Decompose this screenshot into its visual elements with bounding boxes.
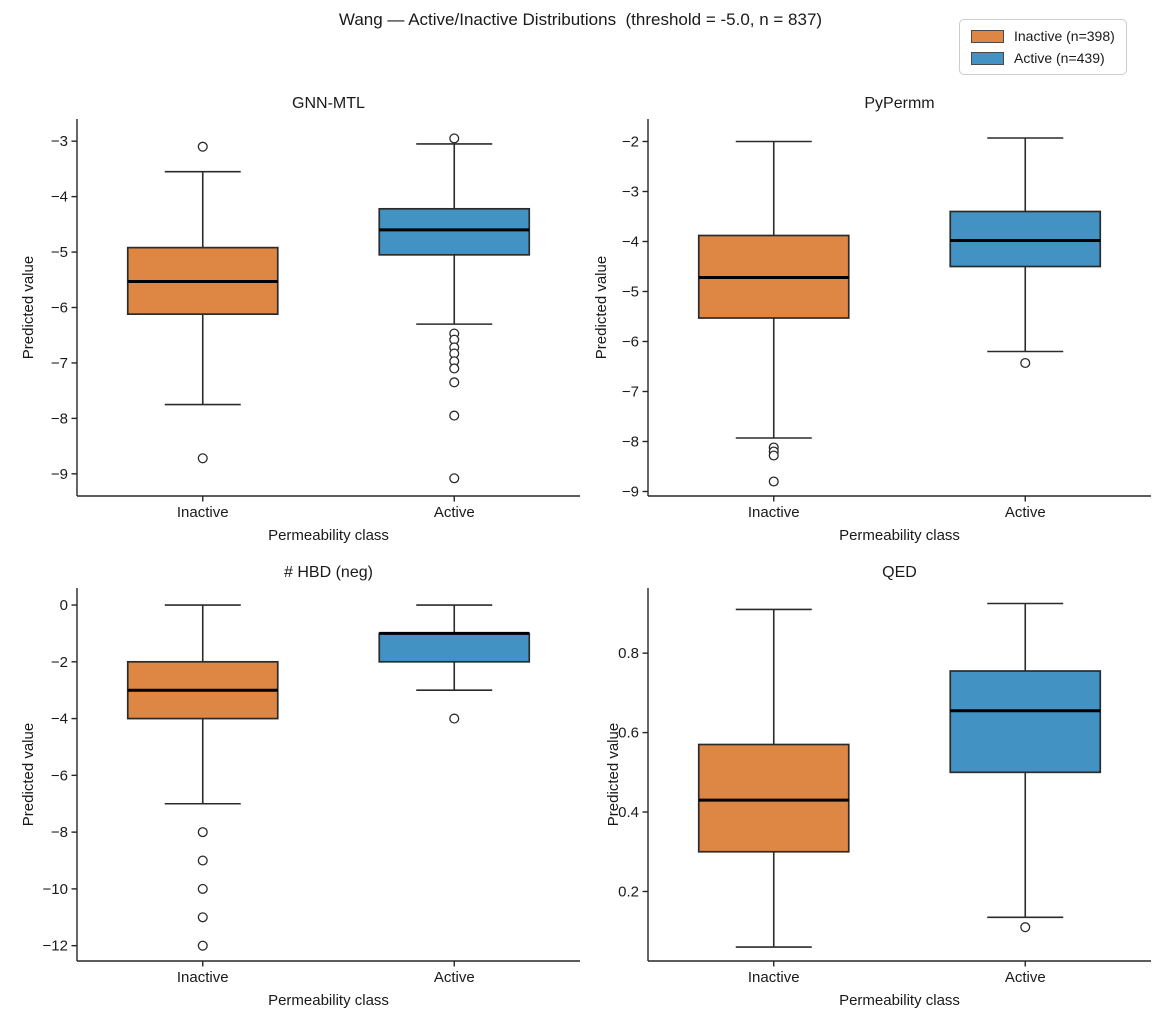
outlier-point — [197, 940, 208, 951]
y-tick-label: −8 — [622, 434, 639, 451]
y-tick-label: −2 — [51, 654, 68, 671]
x-tick-label: Active — [1005, 504, 1046, 521]
subplot-canvas: PyPermm Permeability class Predicted value… — [593, 95, 1151, 544]
subplot-qed: QED Permeability class Predicted value 0.2 0… — [590, 555, 1161, 1028]
y-tick-label: −4 — [51, 711, 68, 728]
outlier-point — [768, 476, 779, 487]
iqr-box-active — [378, 207, 531, 256]
x-tick-label: Inactive — [748, 969, 800, 986]
outlier-point — [449, 473, 460, 484]
y-tick-label: −9 — [622, 484, 639, 501]
y-axis-label: Predicted value — [605, 723, 622, 826]
x-tick-label: Inactive — [177, 969, 229, 986]
outlier-point — [197, 141, 208, 152]
y-axis-label: Predicted value — [20, 256, 37, 359]
x-tick-label: Inactive — [748, 504, 800, 521]
x-tick-label: Active — [1005, 969, 1046, 986]
legend: Inactive (n=398) Active (n=439) — [959, 19, 1127, 75]
y-tick-label: −6 — [51, 300, 68, 317]
y-tick-label: −6 — [622, 334, 639, 351]
outlier-point — [197, 827, 208, 838]
legend-label-inactive: Inactive (n=398) — [1014, 28, 1115, 44]
figure-suptitle: Wang — Active/Inactive Distributions (th… — [338, 10, 823, 29]
legend-item-active: Active (n=439) — [971, 50, 1115, 66]
outlier-point — [449, 363, 460, 374]
outlier-point — [197, 453, 208, 464]
x-axis-label: Permeability class — [839, 527, 960, 544]
subplot-canvas: QED Permeability class Predicted value 0.2 0… — [605, 564, 1151, 1009]
y-tick-label: −10 — [43, 881, 68, 898]
y-tick-label: −7 — [51, 355, 68, 372]
y-tick-label: 0.4 — [618, 804, 639, 821]
outlier-point — [1020, 922, 1031, 933]
y-tick-label: 0.6 — [618, 725, 639, 742]
x-tick-label: Active — [434, 504, 475, 521]
subplot-title: GNN-MTL — [292, 95, 365, 112]
subplot-title: # HBD (neg) — [284, 564, 373, 581]
y-axis-label: Predicted value — [593, 256, 610, 359]
x-axis-label: Permeability class — [839, 992, 960, 1009]
outlier-point — [197, 912, 208, 923]
y-tick-label: −4 — [622, 234, 639, 251]
y-tick-label: −3 — [622, 184, 639, 201]
iqr-box-inactive — [697, 743, 850, 853]
x-tick-label: Inactive — [177, 504, 229, 521]
outlier-point — [197, 883, 208, 894]
outlier-point — [449, 713, 460, 724]
subplot-canvas: # HBD (neg) Permeability class Predicted v… — [20, 564, 580, 1009]
subplot-pypermm: PyPermm Permeability class Predicted value… — [590, 90, 1161, 565]
outlier-point — [197, 855, 208, 866]
outlier-point — [768, 450, 779, 461]
outlier-point — [449, 377, 460, 388]
y-axis-label: Predicted value — [20, 723, 37, 826]
x-axis-label: Permeability class — [268, 527, 389, 544]
subplot-hbd-neg: # HBD (neg) Permeability class Predicted v… — [0, 555, 590, 1028]
y-tick-label: 0.2 — [618, 883, 639, 900]
x-tick-label: Active — [434, 969, 475, 986]
y-tick-label: −4 — [51, 189, 68, 206]
y-tick-label: −5 — [51, 244, 68, 261]
y-tick-label: −8 — [51, 824, 68, 841]
y-tick-label: −2 — [622, 134, 639, 151]
legend-label-active: Active (n=439) — [1014, 50, 1105, 66]
legend-swatch-inactive — [971, 29, 1004, 43]
subplot-gnn-mtl: GNN-MTL Permeability class Predicted value… — [0, 90, 590, 565]
y-tick-label: 0.8 — [618, 645, 639, 662]
iqr-box-active — [949, 670, 1102, 774]
y-tick-label: 0 — [60, 597, 68, 614]
legend-swatch-active — [971, 51, 1004, 65]
y-tick-label: −9 — [51, 466, 68, 483]
subplot-title: QED — [882, 564, 917, 581]
x-axis-label: Permeability class — [268, 992, 389, 1009]
y-tick-label: −7 — [622, 384, 639, 401]
y-tick-label: −5 — [622, 284, 639, 301]
legend-item-inactive: Inactive (n=398) — [971, 28, 1115, 44]
subplot-canvas: GNN-MTL Permeability class Predicted value… — [20, 95, 580, 544]
outlier-point — [449, 133, 460, 144]
subplot-title: PyPermm — [864, 95, 934, 112]
iqr-box-active — [378, 632, 531, 663]
outlier-point — [1020, 357, 1031, 369]
y-tick-label: −3 — [51, 133, 68, 150]
y-tick-label: −12 — [43, 938, 68, 955]
y-tick-label: −6 — [51, 767, 68, 784]
y-tick-label: −8 — [51, 410, 68, 427]
outlier-point — [449, 410, 460, 421]
